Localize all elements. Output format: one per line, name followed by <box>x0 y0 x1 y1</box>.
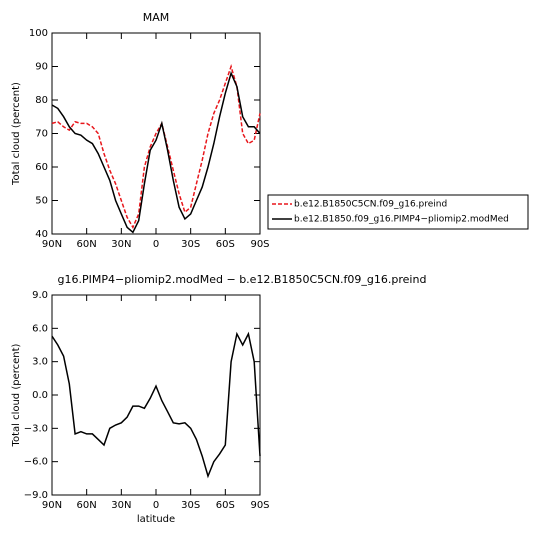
chart-title: MAM <box>143 11 170 24</box>
y-tick-label: 9.0 <box>32 290 48 301</box>
x-tick-label: 90S <box>250 239 269 250</box>
y-tick-label: −3.0 <box>24 423 48 434</box>
x-tick-label: 60N <box>77 500 97 511</box>
y-tick-label: 6.0 <box>32 323 48 334</box>
data-line <box>51 331 261 479</box>
y-tick-label: 80 <box>35 95 48 106</box>
y-axis-label: Total cloud (percent) <box>11 343 22 447</box>
x-tick-label: 60S <box>216 239 235 250</box>
y-tick-label: 3.0 <box>32 357 48 368</box>
y-tick-label: 60 <box>35 162 48 173</box>
chart-title: g16.PIMP4−pliomip2.modMed − b.e12.B1850C… <box>58 273 427 286</box>
x-tick-label: 0 <box>153 500 159 511</box>
x-tick-label: 0 <box>153 239 159 250</box>
x-tick-label: 30S <box>181 239 200 250</box>
x-axis-label: latitude <box>137 514 175 525</box>
x-tick-label: 60N <box>77 239 97 250</box>
y-tick-label: 50 <box>35 196 48 207</box>
x-tick-label: 60S <box>216 500 235 511</box>
legend-label: b.e12.B1850C5CN.f09_g16.preind <box>294 200 447 210</box>
x-tick-label: 30S <box>181 500 200 511</box>
y-tick-label: 0.0 <box>32 390 48 401</box>
x-tick-label: 90S <box>250 500 269 511</box>
y-tick-label: 100 <box>29 28 48 39</box>
data-line <box>51 70 261 234</box>
y-tick-label: 90 <box>35 62 48 73</box>
legend-box <box>267 194 529 230</box>
y-axis-label: Total cloud (percent) <box>11 82 22 186</box>
y-tick-label: 70 <box>35 129 48 140</box>
y-tick-label: −6.0 <box>24 457 48 468</box>
x-tick-label: 30N <box>111 239 131 250</box>
x-tick-label: 90N <box>42 500 62 511</box>
y-tick-label: 40 <box>35 229 48 240</box>
legend-label: b.e12.B1850.f09_g16.PIMP4−pliomip2.modMe… <box>294 215 509 225</box>
y-tick-label: −9.0 <box>24 490 48 501</box>
x-tick-label: 30N <box>111 500 131 511</box>
data-line <box>51 64 261 229</box>
x-tick-label: 90N <box>42 239 62 250</box>
